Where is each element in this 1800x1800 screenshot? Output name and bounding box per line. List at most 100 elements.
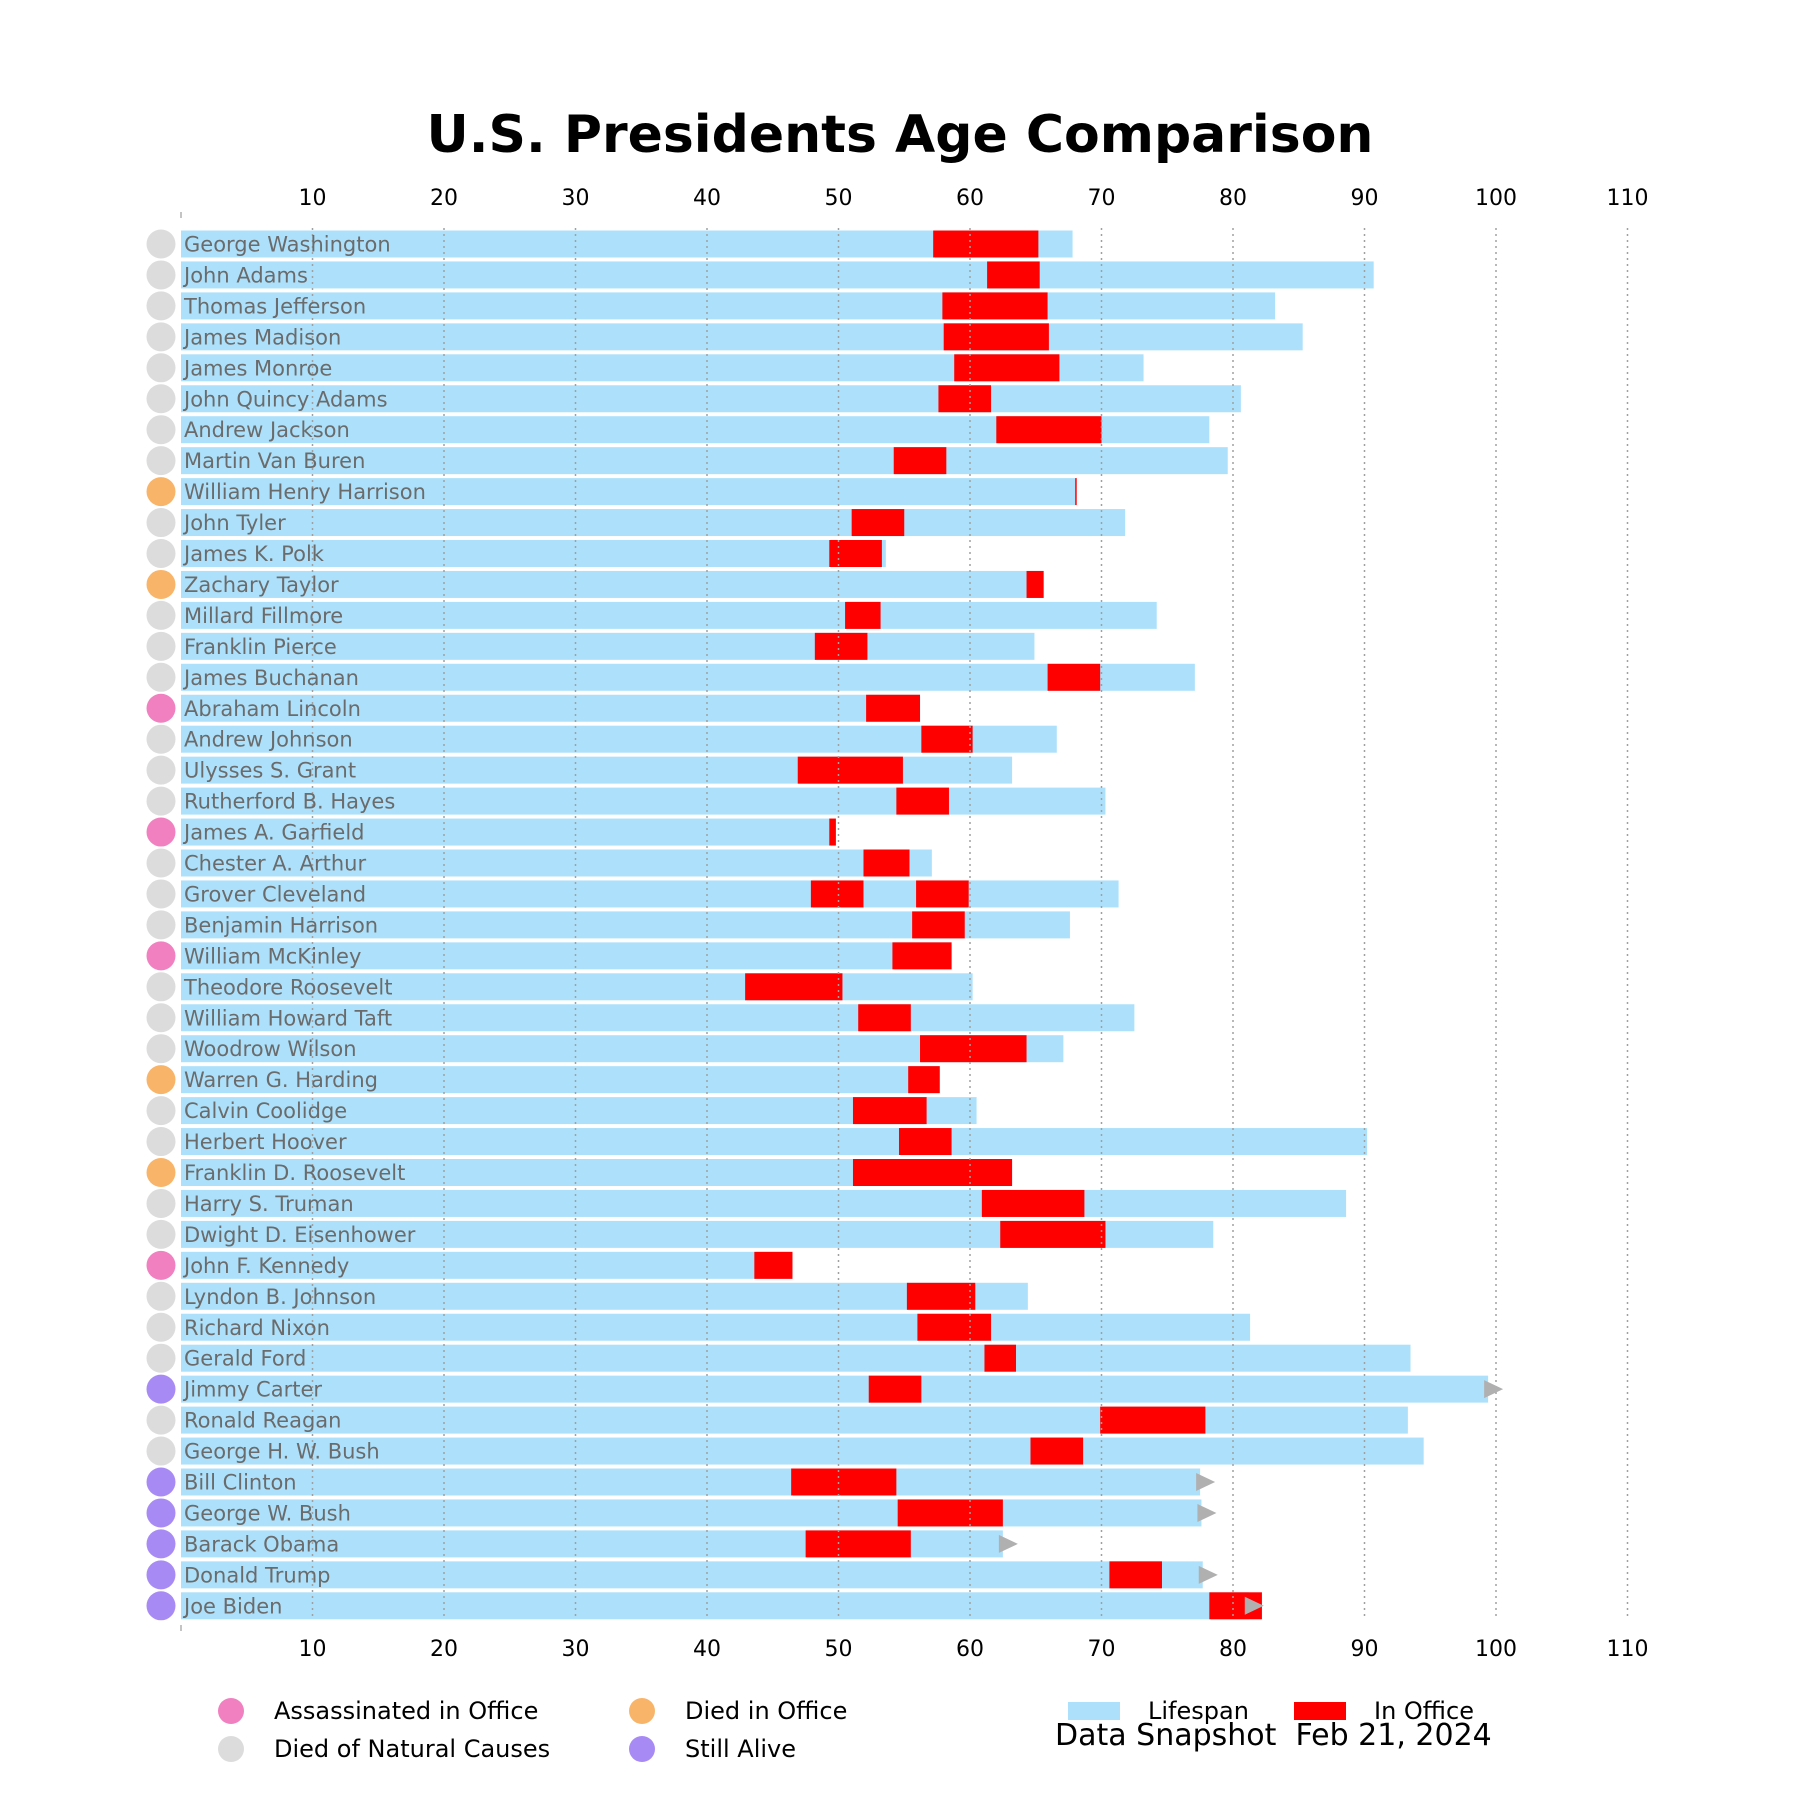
legend-label-lifespan: Lifespan (1148, 1697, 1249, 1725)
status-marker (146, 322, 176, 352)
legend-marker-died-in-office (629, 1698, 655, 1724)
lifespan-bar (181, 570, 1044, 598)
x-tick-label-top: 30 (562, 186, 590, 211)
status-marker (146, 662, 176, 692)
president-name: William McKinley (184, 944, 361, 968)
in-office-bar (863, 849, 910, 877)
still-alive-arrow-icon (1198, 1565, 1218, 1584)
president-name: George W. Bush (184, 1501, 351, 1525)
president-name: Millard Fillmore (184, 604, 343, 628)
legend-item-in-office: In Office (1294, 1697, 1474, 1725)
status-marker (146, 600, 176, 630)
x-tick-label-bottom: 10 (299, 1637, 327, 1662)
status-marker (146, 291, 176, 321)
in-office-bar (942, 292, 1048, 320)
in-office-bar (805, 1530, 911, 1558)
status-marker (146, 941, 176, 971)
legend-label-assassinated: Assassinated in Office (274, 1697, 539, 1725)
president-name: Franklin D. Roosevelt (184, 1161, 405, 1185)
status-marker (146, 879, 176, 909)
legend-item-natural: Died of Natural Causes (218, 1735, 550, 1763)
president-name: James A. Garfield (182, 821, 365, 845)
in-office-bar (912, 911, 965, 939)
lifespan-bar (181, 385, 1241, 413)
lifespan-bar (181, 849, 932, 877)
president-name: Zachary Taylor (184, 573, 339, 597)
in-office-bar (852, 1097, 927, 1125)
x-tick-label-top: 100 (1475, 186, 1517, 211)
still-alive-arrow-icon (998, 1534, 1018, 1553)
president-name: James K. Polk (182, 542, 325, 566)
lifespan-bar (181, 509, 1126, 537)
in-office-bar (943, 323, 1049, 351)
x-tick-label-top: 60 (956, 186, 984, 211)
legend-label-died-in-office: Died in Office (685, 1697, 848, 1725)
president-name: Chester A. Arthur (184, 852, 366, 876)
in-office-bar (984, 1344, 1017, 1372)
lifespan-bar (181, 1128, 1368, 1156)
x-tick-label-bottom: 40 (693, 1637, 721, 1662)
status-marker (146, 1467, 176, 1497)
president-name: Ulysses S. Grant (184, 759, 356, 783)
data-snapshot: Data Snapshot Feb 21, 2024 (1055, 1718, 1492, 1753)
status-marker (146, 1529, 176, 1559)
x-tick-label-bottom: 80 (1219, 1637, 1247, 1662)
in-office-bar (896, 787, 949, 815)
legend-item-alive: Still Alive (629, 1735, 796, 1763)
in-office-bar (916, 880, 969, 908)
president-name: John Quincy Adams (182, 387, 388, 411)
snapshot-label: Data Snapshot (1055, 1718, 1277, 1753)
status-marker (146, 972, 176, 1002)
president-name: Bill Clinton (184, 1471, 297, 1495)
in-office-bar (893, 447, 947, 475)
president-name: George H. W. Bush (184, 1440, 380, 1464)
still-alive-arrow-icon (1196, 1473, 1216, 1491)
president-name: George Washington (184, 233, 391, 257)
status-marker (146, 1127, 176, 1157)
lifespan-bar (181, 1189, 1347, 1217)
status-marker (146, 1591, 176, 1621)
lifespan-bar (181, 230, 1073, 258)
lifespan-bar (181, 1004, 1135, 1032)
status-marker (146, 569, 176, 599)
still-alive-arrow-icon (1197, 1503, 1217, 1522)
president-name: William Henry Harrison (184, 480, 426, 504)
status-marker (146, 477, 176, 507)
legend-item-lifespan: Lifespan (1068, 1697, 1249, 1725)
president-name: Joe Biden (182, 1594, 282, 1618)
lifespan-bar (181, 323, 1303, 351)
legend-marker-assassinated (218, 1698, 244, 1724)
in-office-bar (987, 261, 1040, 289)
president-name: Barack Obama (184, 1532, 339, 1556)
lifespan-bar (181, 1344, 1411, 1372)
president-name: Lyndon B. Johnson (184, 1285, 376, 1309)
lifespan-bar (181, 1406, 1408, 1434)
in-office-bar (1075, 478, 1077, 506)
legend-label-alive: Still Alive (685, 1735, 796, 1763)
in-office-bar (897, 1499, 1003, 1527)
status-marker (146, 1158, 176, 1187)
status-marker (146, 724, 176, 754)
president-name: Harry S. Truman (184, 1192, 354, 1216)
status-marker (146, 1498, 176, 1528)
lifespan-bar (181, 447, 1228, 475)
in-office-bar (1047, 663, 1101, 691)
president-name: Grover Cleveland (184, 882, 366, 906)
president-name: Thomas Jefferson (183, 294, 366, 318)
president-name: Jimmy Carter (182, 1378, 322, 1402)
x-tick-label-bottom: 90 (1351, 1637, 1379, 1662)
x-tick-label-bottom: 30 (562, 1637, 590, 1662)
bars (181, 230, 1489, 1620)
lifespan-bar (181, 540, 886, 567)
president-name: Warren G. Harding (184, 1068, 378, 1092)
in-office-bar (754, 1251, 793, 1279)
in-office-bar (797, 756, 903, 784)
in-office-bar (866, 694, 921, 722)
in-office-bar (892, 942, 952, 970)
president-name: Calvin Coolidge (184, 1099, 347, 1123)
in-office-bar (1109, 1561, 1162, 1589)
lifespan-bar (181, 292, 1276, 320)
status-marker (146, 1560, 176, 1590)
president-name: Rutherford B. Hayes (184, 790, 395, 814)
legend-swatch-in-office (1294, 1702, 1346, 1720)
